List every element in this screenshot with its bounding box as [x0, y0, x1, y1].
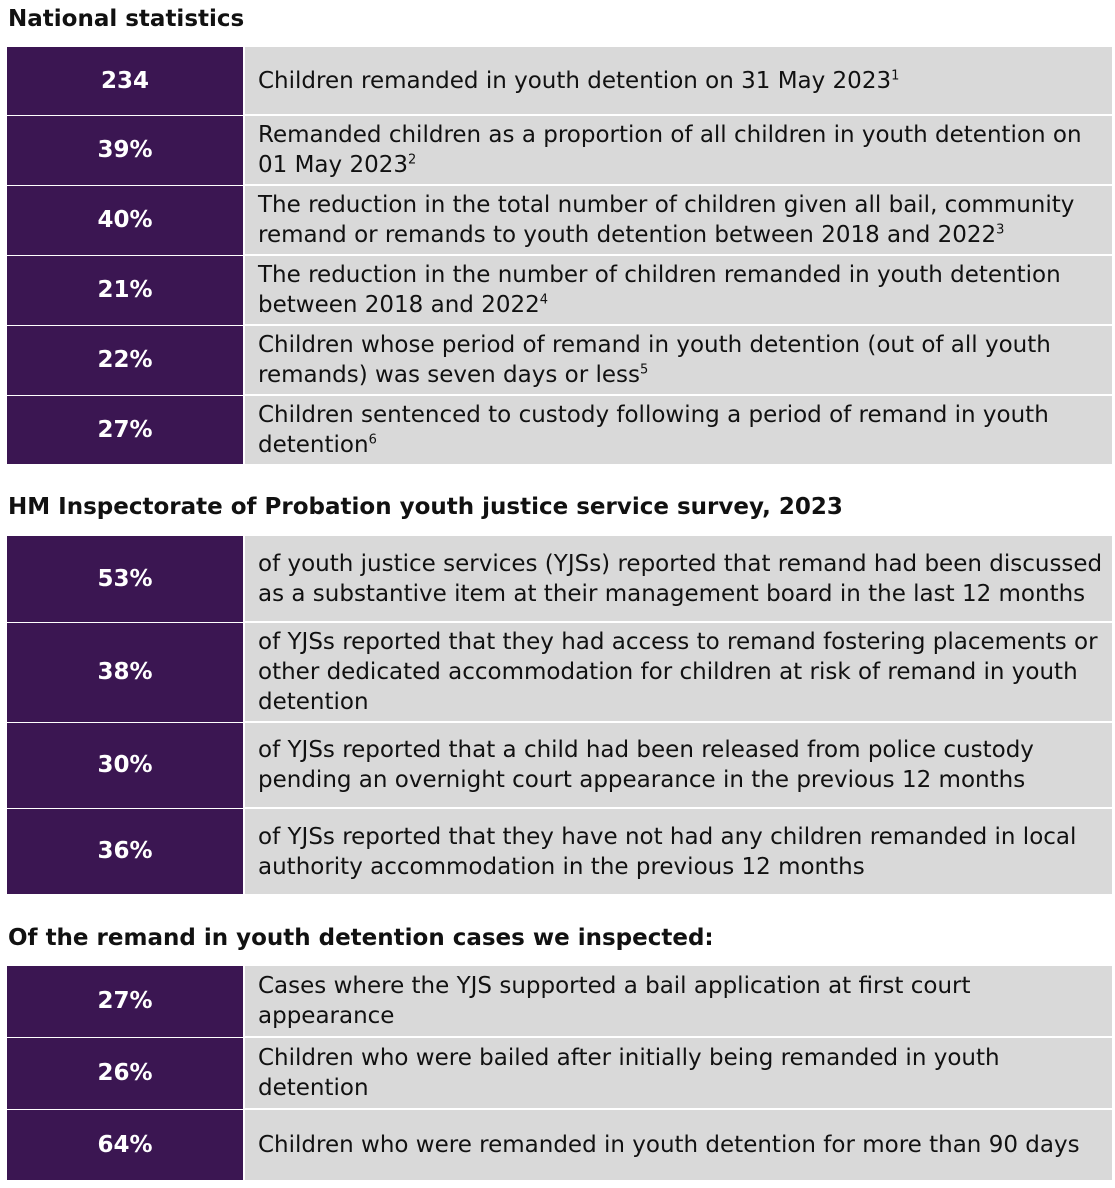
stat-value: 39% [7, 115, 244, 186]
stat-value: 64% [7, 1109, 244, 1180]
table-row: 27% Children sentenced to custody follow… [7, 395, 1112, 464]
stat-value: 36% [7, 808, 244, 894]
stat-value: 27% [7, 395, 244, 464]
table-row: 234 Children remanded in youth detention… [7, 47, 1112, 116]
stat-description: The reduction in the number of children … [258, 262, 1061, 318]
stat-value: 26% [7, 1037, 244, 1110]
stat-value: 27% [7, 966, 244, 1038]
stat-description: Children whose period of remand in youth… [258, 332, 1051, 388]
stat-value: 30% [7, 722, 244, 809]
table-row: 27% Cases where the YJS supported a bail… [7, 966, 1112, 1038]
national-statistics-table: 234 Children remanded in youth detention… [7, 47, 1112, 464]
table-row: 38% of YJSs reported that they had acces… [7, 622, 1112, 723]
table-row: 53% of youth justice services (YJSs) rep… [7, 536, 1112, 623]
stat-description: Children who were remanded in youth dete… [243, 1109, 1112, 1180]
stat-description: Remanded children as a proportion of all… [258, 122, 1082, 178]
table-row: 22% Children whose period of remand in y… [7, 325, 1112, 396]
footnote-ref: 4 [539, 292, 549, 308]
footnote-ref: 6 [368, 432, 377, 448]
table-row: 39% Remanded children as a proportion of… [7, 115, 1112, 186]
table-row: 40% The reduction in the total number of… [7, 185, 1112, 256]
stat-value: 22% [7, 325, 244, 396]
stat-description: of YJSs reported that they have not had … [243, 808, 1112, 894]
stat-value: 40% [7, 185, 244, 256]
footnote-ref: 3 [996, 222, 1005, 238]
stat-description: of YJSs reported that they had access to… [243, 622, 1112, 723]
survey-heading: HM Inspectorate of Probation youth justi… [8, 494, 843, 520]
inspected-cases-table: 27% Cases where the YJS supported a bail… [7, 966, 1112, 1180]
table-row: 64% Children who were remanded in youth … [7, 1109, 1112, 1180]
footnote-ref: 5 [639, 362, 649, 378]
stat-description: Children who were bailed after initially… [243, 1037, 1112, 1110]
stat-description: Children sentenced to custody following … [258, 402, 1049, 458]
stat-description: Children remanded in youth detention on … [258, 67, 900, 94]
footnote-ref: 1 [891, 67, 900, 83]
footnote-ref: 2 [407, 152, 417, 168]
survey-table: 53% of youth justice services (YJSs) rep… [7, 536, 1112, 894]
stat-description: of youth justice services (YJSs) reporte… [243, 536, 1112, 623]
stat-description: of YJSs reported that a child had been r… [243, 722, 1112, 809]
inspected-cases-heading: Of the remand in youth detention cases w… [8, 925, 714, 951]
stat-value: 38% [7, 622, 244, 723]
stat-description: The reduction in the total number of chi… [258, 192, 1075, 248]
stat-value: 21% [7, 255, 244, 326]
stat-description: Cases where the YJS supported a bail app… [243, 966, 1112, 1038]
national-statistics-heading: National statistics [8, 6, 245, 32]
table-row: 21% The reduction in the number of child… [7, 255, 1112, 326]
stat-value: 234 [7, 47, 244, 116]
table-row: 30% of YJSs reported that a child had be… [7, 722, 1112, 809]
table-row: 36% of YJSs reported that they have not … [7, 808, 1112, 894]
stat-value: 53% [7, 536, 244, 623]
table-row: 26% Children who were bailed after initi… [7, 1037, 1112, 1110]
